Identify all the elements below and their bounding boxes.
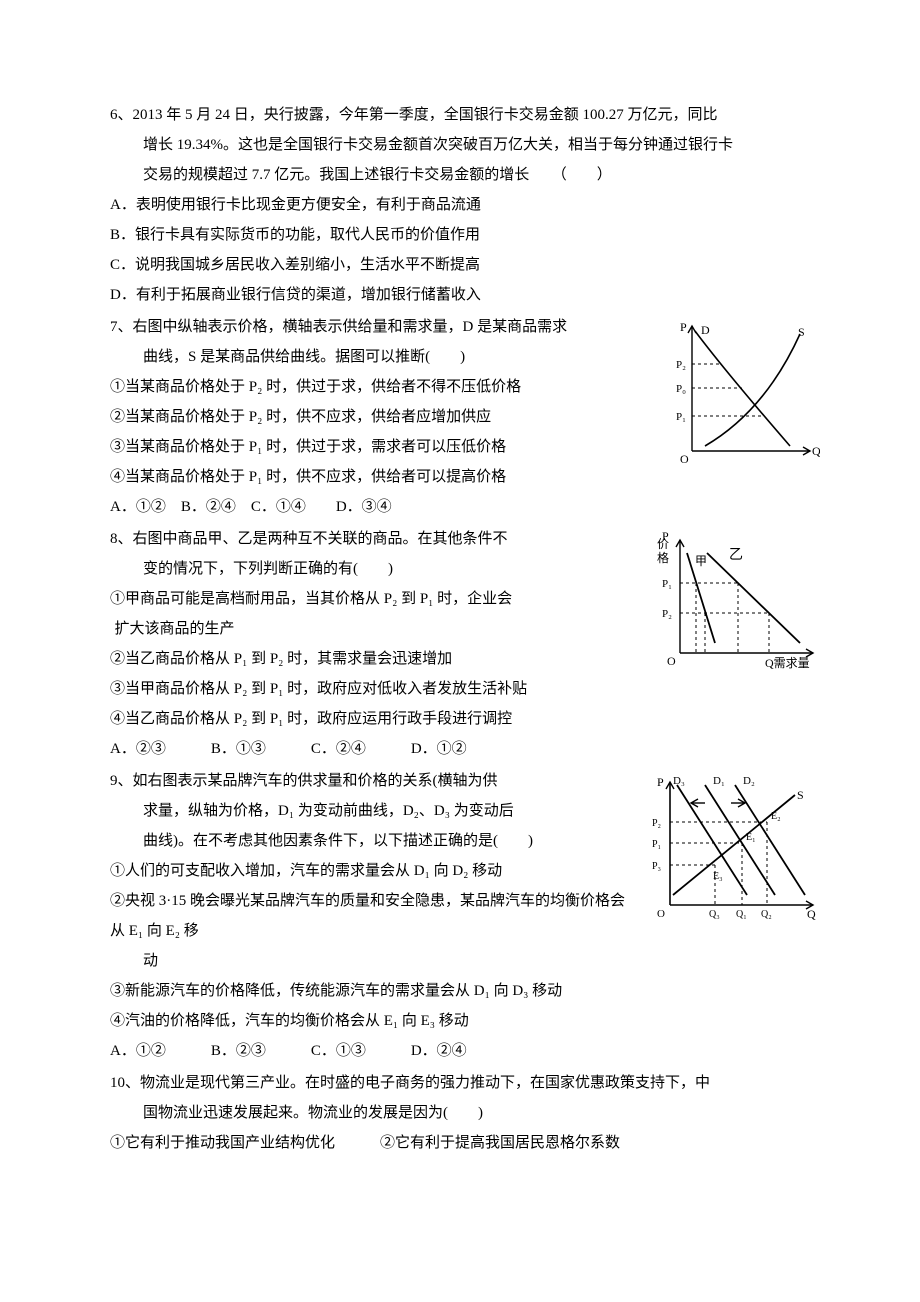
svg-text:乙: 乙	[729, 547, 743, 563]
svg-text:P: P	[657, 775, 664, 789]
svg-text:S: S	[797, 788, 804, 802]
svg-text:Q: Q	[807, 907, 816, 921]
q7-choice-4: ④当某商品价格处于 P₁ 时，供不应求，供给者可以提高价格	[110, 462, 820, 492]
q10-choices: ①它有利于推动我国产业结构优化 ②它有利于提高我国居民恩格尔系数	[110, 1128, 820, 1158]
q6-stem-line3: 交易的规模超过 7.7 亿元。我国上述银行卡交易金额的增长 （ ）	[110, 160, 820, 190]
svg-text:甲: 甲	[695, 554, 707, 568]
q6-option-d: D．有利于拓展商业银行信贷的渠道，增加银行储蓄收入	[110, 280, 820, 310]
q9-choice-2b: 动	[110, 946, 820, 976]
svg-text:D: D	[701, 323, 710, 337]
svg-text:O: O	[657, 908, 665, 920]
svg-text:O: O	[680, 452, 689, 466]
svg-text:S: S	[798, 325, 805, 339]
question-10: 10、物流业是现代第三产业。在时盛的电子商务的强力推动下，在国家优惠政策支持下，…	[110, 1068, 820, 1158]
svg-text:E₁: E₁	[746, 832, 756, 843]
question-6: 6、2013 年 5 月 24 日，央行披露，今年第一季度，全国银行卡交易金额 …	[110, 100, 820, 310]
q7-chart: P Q O D S P₂ P₀ P₁	[670, 316, 820, 466]
svg-text:Q₂: Q₂	[761, 909, 772, 920]
q6-option-b: B．银行卡具有实际货币的功能，取代人民币的价值作用	[110, 220, 820, 250]
svg-text:P₁: P₁	[676, 411, 686, 423]
svg-text:格: 格	[657, 550, 669, 565]
q9-options: A．①② B．②③ C．①③ D．②④	[110, 1036, 820, 1066]
q8-options: A．②③ B．①③ C．②④ D．①②	[110, 734, 820, 764]
q9-choice-3: ③新能源汽车的价格降低，传统能源汽车的需求量会从 D₁ 向 D₃ 移动	[110, 976, 820, 1006]
svg-text:Q需求量: Q需求量	[765, 656, 810, 670]
svg-text:O: O	[667, 654, 676, 668]
svg-text:D₃: D₃	[673, 775, 685, 787]
svg-text:Q: Q	[812, 444, 820, 458]
q6-stem-line2: 增长 19.34%。这也是全国银行卡交易金额首次突破百万亿大关，相当于每分钟通过…	[110, 130, 820, 160]
svg-text:P₁: P₁	[662, 578, 672, 590]
q6-stem-line1: 6、2013 年 5 月 24 日，央行披露，今年第一季度，全国银行卡交易金额 …	[110, 100, 820, 130]
q10-stem-line1: 10、物流业是现代第三产业。在时盛的电子商务的强力推动下，在国家优惠政策支持下，…	[110, 1068, 820, 1098]
svg-text:P₁: P₁	[652, 839, 661, 850]
svg-text:Q₁: Q₁	[736, 909, 747, 920]
svg-text:P₀: P₀	[676, 383, 686, 395]
svg-text:P₂: P₂	[662, 608, 672, 620]
q6-option-a: A．表明使用银行卡比现金更方便安全，有利于商品流通	[110, 190, 820, 220]
q8-choice-3: ③当甲商品价格从 P₂ 到 P₁ 时，政府应对低收入者发放生活补贴	[110, 674, 820, 704]
svg-text:P₂: P₂	[652, 818, 661, 829]
svg-text:E₂: E₂	[771, 811, 781, 822]
svg-text:P: P	[662, 529, 669, 543]
q10-stem-line2: 国物流业迅速发展起来。物流业的发展是因为( )	[110, 1098, 820, 1128]
svg-text:P₂: P₂	[676, 359, 686, 371]
q8-choice-4: ④当乙商品价格从 P₂ 到 P₁ 时，政府应运用行政手段进行调控	[110, 704, 820, 734]
q9-chart: P Q O S D₁ D₂ D₃ P₂ P₁ P₃ Q₃ Q₁ Q₂ E₁ E₂ E₃	[645, 770, 820, 925]
svg-text:D₂: D₂	[743, 775, 755, 787]
svg-text:Q₃: Q₃	[709, 909, 720, 920]
svg-text:P₃: P₃	[652, 861, 661, 872]
q9-choice-4: ④汽油的价格降低，汽车的均衡价格会从 E₁ 向 E₃ 移动	[110, 1006, 820, 1036]
svg-text:P: P	[680, 320, 687, 334]
q8-chart: 价格POQ需求量甲乙P₁P₂	[655, 528, 820, 678]
svg-text:D₁: D₁	[713, 775, 725, 787]
q6-option-c: C．说明我国城乡居民收入差别缩小，生活水平不断提高	[110, 250, 820, 280]
q7-options: A．①② B．②④ C．①④ D．③④	[110, 492, 820, 522]
svg-text:E₃: E₃	[713, 871, 723, 882]
